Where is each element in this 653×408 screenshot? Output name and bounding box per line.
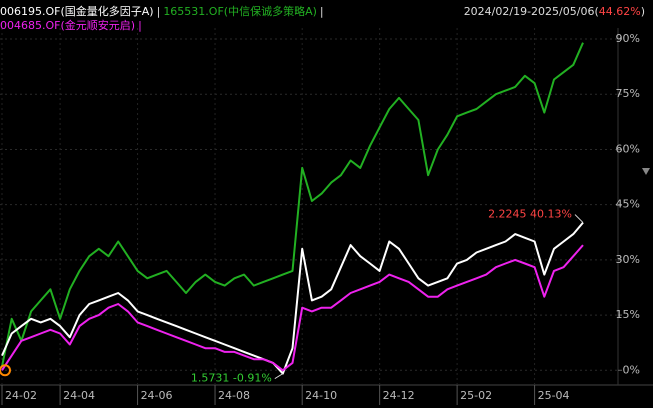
period-label: 2024/02/19-2025/05/06(44.62%) xyxy=(464,5,645,19)
series-line xyxy=(1,244,584,372)
annotation-leader xyxy=(274,373,284,380)
y-tick-label: 45% xyxy=(616,198,640,211)
x-tick-label: 25-02 xyxy=(460,389,492,402)
x-tick-label: 25-04 xyxy=(538,389,570,402)
y-tick-label: 90% xyxy=(616,32,640,45)
period-change: 44.62% xyxy=(598,5,641,18)
x-tick-label: 24-02 xyxy=(5,389,37,402)
annotation-leader xyxy=(574,214,584,223)
legend: 004685.OF(金元顺安元启) | xyxy=(0,19,145,33)
y-tick-label: 30% xyxy=(616,253,640,266)
period-close: ) xyxy=(640,5,645,18)
legend-entry: 165531.OF(中信保诚多策略A) xyxy=(163,5,317,18)
series-line xyxy=(1,221,584,375)
y-tick-label: 15% xyxy=(616,308,640,321)
series-line xyxy=(1,42,584,367)
x-tick-label: 24-06 xyxy=(141,389,173,402)
y-tick-label: 75% xyxy=(616,87,640,100)
legend-separator: | xyxy=(156,5,161,18)
x-tick-label: 24-08 xyxy=(218,389,250,402)
annotation: 2.2245 40.13% xyxy=(488,208,572,221)
scroll-marker xyxy=(642,168,650,175)
start-marker xyxy=(0,364,11,377)
x-tick-label: 24-12 xyxy=(383,389,415,402)
legend-separator: | xyxy=(319,5,324,18)
y-tick-label: 0% xyxy=(623,363,640,376)
y-tick-label: 60% xyxy=(616,142,640,155)
annotation: 1.5731 -0.91% xyxy=(191,372,272,385)
legend-entry: 004685.OF(金元顺安元启) xyxy=(0,19,136,32)
x-tick-label: 24-04 xyxy=(63,389,95,402)
legend: 006195.OF(国金量化多因子A) | 165531.OF(中信保诚多策略A) | xyxy=(0,5,327,19)
x-tick-label: 24-10 xyxy=(305,389,337,402)
legend-separator: | xyxy=(138,19,142,32)
legend-entry: 006195.OF(国金量化多因子A) xyxy=(0,5,154,18)
period-range: 2024/02/19-2025/05/06( xyxy=(463,5,599,18)
